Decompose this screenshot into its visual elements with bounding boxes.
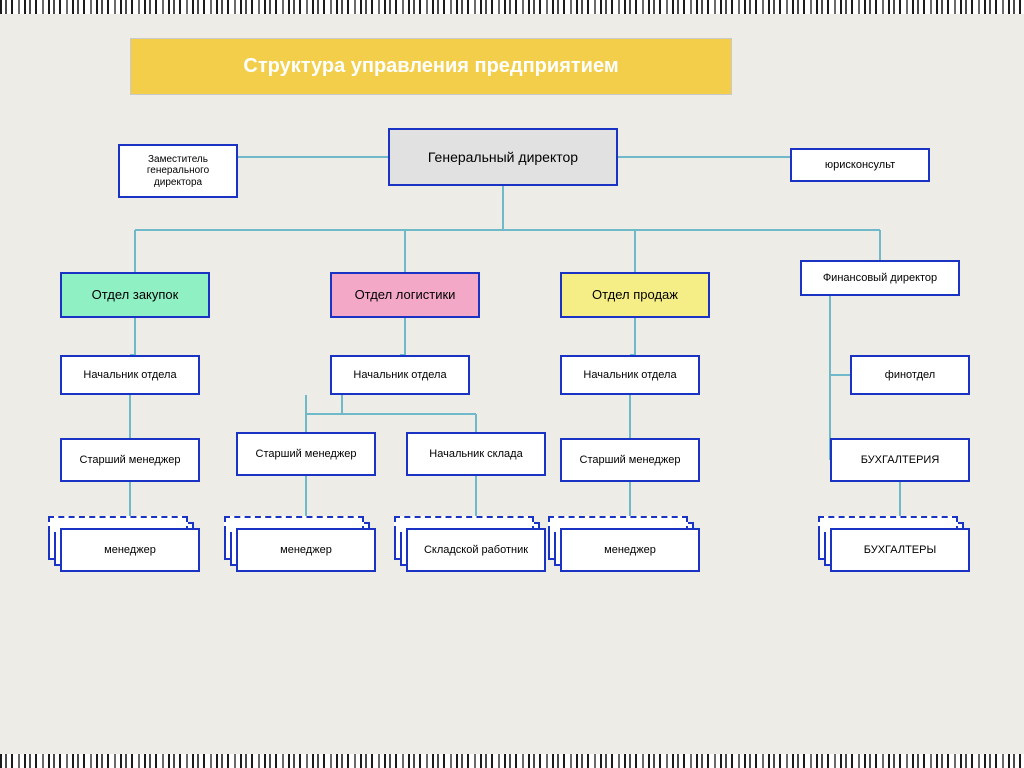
org-node-label: Отдел логистики (355, 288, 456, 303)
org-node-label: Старший менеджер (580, 454, 681, 467)
org-node-label: Генеральный директор (428, 149, 578, 165)
org-node-sales: Отдел продаж (560, 272, 710, 318)
page-canvas: Структура управления предприятием Генера… (0, 0, 1024, 768)
org-node-label: Старший менеджер (256, 448, 357, 461)
org-node-sales_head: Начальник отдела (560, 355, 700, 395)
org-node-label: Начальник отдела (83, 369, 176, 382)
title-text: Структура управления предприятием (243, 55, 618, 78)
org-node-label: Отдел продаж (592, 288, 678, 303)
org-node-label: Заместитель генерального директора (124, 154, 232, 189)
org-node-purch_mgr: менеджер (60, 528, 200, 572)
org-node-log_sm: Старший менеджер (236, 432, 376, 476)
org-node-sales_sm: Старший менеджер (560, 438, 700, 482)
barcode-top (0, 0, 1024, 14)
org-node-log: Отдел логистики (330, 272, 480, 318)
org-node-label: юрисконсульт (825, 159, 895, 172)
org-node-label: менеджер (280, 544, 332, 557)
org-node-label: финотдел (885, 369, 935, 382)
org-node-label: Начальник склада (429, 448, 522, 461)
org-node-purch: Отдел закупок (60, 272, 210, 318)
org-node-label: Складской работник (424, 544, 528, 557)
org-node-label: Отдел закупок (92, 288, 179, 303)
org-node-wh_worker: Складской работник (406, 528, 546, 572)
org-node-wh_head: Начальник склада (406, 432, 546, 476)
org-node-label: БУХГАЛТЕРИЯ (861, 454, 940, 467)
org-node-accountants: БУХГАЛТЕРЫ (830, 528, 970, 572)
org-node-label: менеджер (104, 544, 156, 557)
org-node-label: Начальник отдела (583, 369, 676, 382)
org-node-purch_head: Начальник отдела (60, 355, 200, 395)
org-node-label: БУХГАЛТЕРЫ (864, 544, 936, 557)
org-node-purch_sm: Старший менеджер (60, 438, 200, 482)
org-node-ceo: Генеральный директор (388, 128, 618, 186)
org-node-label: Начальник отдела (353, 369, 446, 382)
barcode-bottom (0, 754, 1024, 768)
org-node-label: Старший менеджер (80, 454, 181, 467)
org-node-label: менеджер (604, 544, 656, 557)
org-node-sales_mgr: менеджер (560, 528, 700, 572)
org-node-acct_dept: БУХГАЛТЕРИЯ (830, 438, 970, 482)
org-node-log_mgr: менеджер (236, 528, 376, 572)
org-node-legal: юрисконсульт (790, 148, 930, 182)
org-node-label: Финансовый директор (823, 272, 937, 285)
org-node-finotdel: финотдел (850, 355, 970, 395)
org-node-log_head: Начальник отдела (330, 355, 470, 395)
title-banner: Структура управления предприятием (130, 38, 732, 95)
org-node-findir: Финансовый директор (800, 260, 960, 296)
org-node-deputy: Заместитель генерального директора (118, 144, 238, 198)
